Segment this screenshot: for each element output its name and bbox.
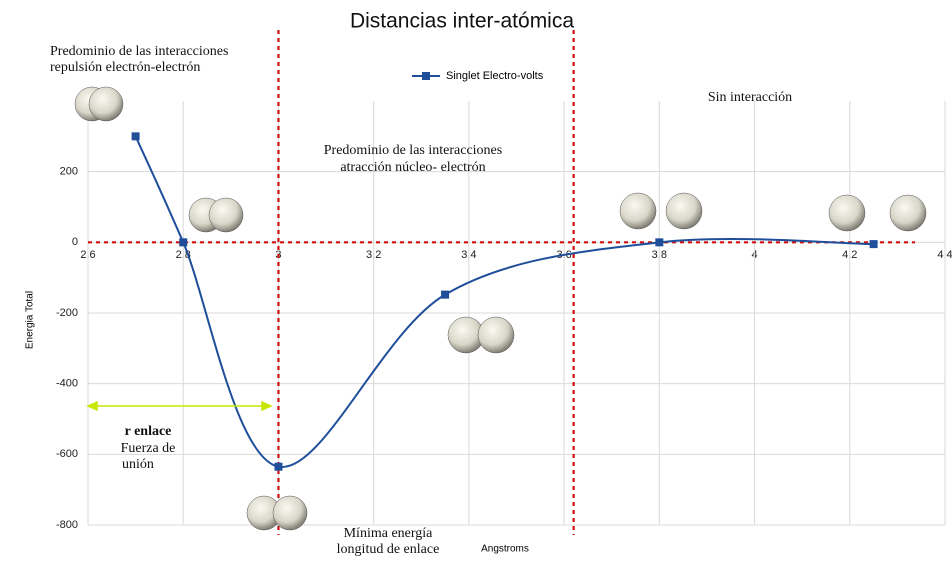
y-tick-label: -400 [56, 378, 78, 390]
legend-marker [422, 72, 430, 80]
y-tick-label: -600 [56, 448, 78, 460]
annotation: Predominio de las interacciones [50, 44, 228, 59]
point-marker [441, 290, 450, 299]
legend: Singlet Electro-volts [412, 70, 544, 82]
legend-label: Singlet Electro-volts [446, 70, 544, 82]
point-marker [655, 238, 664, 247]
annotation: Predominio de las interacciones [324, 143, 502, 158]
y-tick-label: -800 [56, 519, 78, 531]
point-marker [131, 132, 140, 141]
atom-icons [74, 86, 927, 531]
annotation: longitud de enlace [337, 542, 440, 557]
annotation: r enlace [125, 424, 172, 439]
annotation: Sin interacción [708, 90, 792, 105]
annotation: unión [122, 457, 154, 472]
annotation: atracción núcleo- electrón [340, 160, 485, 175]
chart-title: Distancias inter-atómica [350, 10, 574, 33]
y-axis-label: Energia Total [25, 291, 36, 349]
annotation: repulsión electrón-electrón [50, 60, 200, 75]
point-marker [274, 462, 283, 471]
arrow [86, 400, 273, 412]
annotation: Fuerza de [121, 441, 176, 456]
y-tick-label: 0 [72, 236, 78, 248]
x-axis-label: Angstroms [481, 544, 529, 555]
y-tick-label: 200 [60, 166, 78, 178]
series-line [134, 135, 874, 468]
point-marker [869, 240, 878, 249]
plot-area: -800-600-400-20002002.62.833.23.43.63.84… [56, 30, 952, 535]
point-marker [179, 238, 188, 247]
annotation: Mínima energía [344, 526, 434, 541]
y-tick-label: -200 [56, 307, 78, 319]
